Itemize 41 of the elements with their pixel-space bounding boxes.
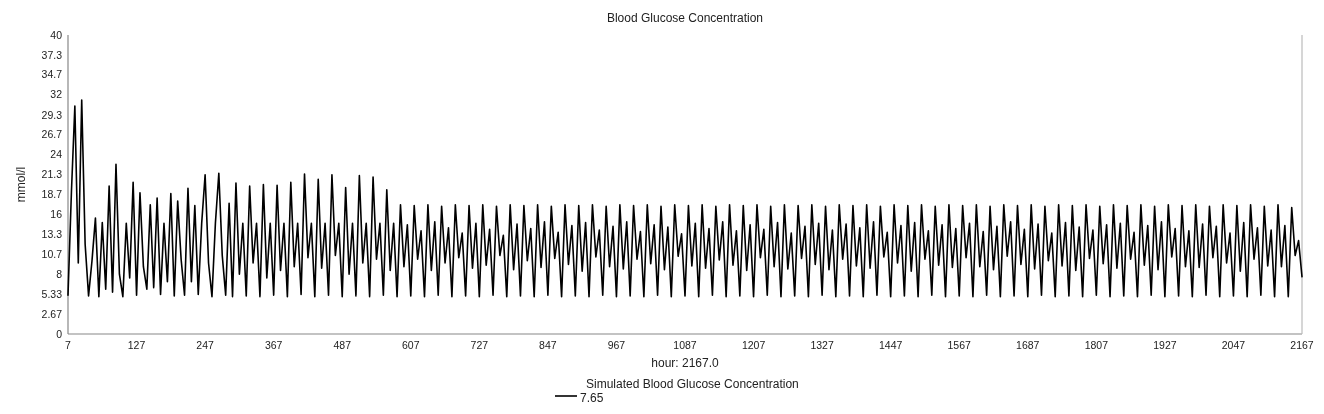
x-axis-title: hour: 2167.0 [651,356,720,370]
x-tick-label: 847 [539,339,557,351]
y-tick-label: 8 [56,267,63,280]
y-tick-label: 37.3 [41,48,63,61]
x-tick-label: 1207 [741,339,766,351]
line-series [67,99,1303,298]
y-axis-title: mmol/l [14,166,28,203]
y-tick-label: 34.7 [41,68,63,81]
x-tick-label: 367 [264,339,283,351]
x-tick-label: 1807 [1084,339,1109,351]
x-tick-label: 7 [65,339,72,351]
y-tick-label: 16 [50,208,63,221]
y-tick-label: 24 [50,148,63,161]
text: 7.65 [580,391,604,405]
x-tick-label: 967 [607,339,626,351]
y-tick-label: 26.7 [41,128,63,141]
x-tick-label: 607 [402,339,420,351]
x-tick-label: 1447 [878,339,903,351]
x-tick-label: 2167 [1290,339,1314,351]
x-tick-label: 1567 [947,339,972,351]
y-tick-label: 40 [50,28,63,41]
x-tick-label: 1687 [1016,339,1040,351]
text: Simulated Blood Glucose Concentration [586,377,799,391]
chart-title: Blood Glucose Concentration [606,11,764,25]
y-tick-label: 32 [50,88,63,101]
y-tick-label: 29.3 [41,108,63,121]
y-tick-label: 10.7 [41,247,63,260]
x-tick-label: 727 [470,339,489,351]
x-tick-label: 1327 [810,339,834,351]
y-tick-label: 5.33 [41,287,63,300]
y-tick-label: 18.7 [41,187,63,200]
x-tick-label: 2047 [1221,339,1246,351]
y-tick-label: 21.3 [41,168,63,181]
y-tick-label: 13.3 [41,228,63,241]
x-tick-label: 247 [196,339,215,351]
x-tick-label: 1927 [1153,339,1177,351]
x-tick-label: 487 [333,339,352,351]
x-tick-label: 1087 [673,339,697,351]
y-tick-label: 2.67 [41,307,63,320]
x-tick-label: 127 [127,339,146,351]
y-tick-label: 0 [56,327,63,340]
